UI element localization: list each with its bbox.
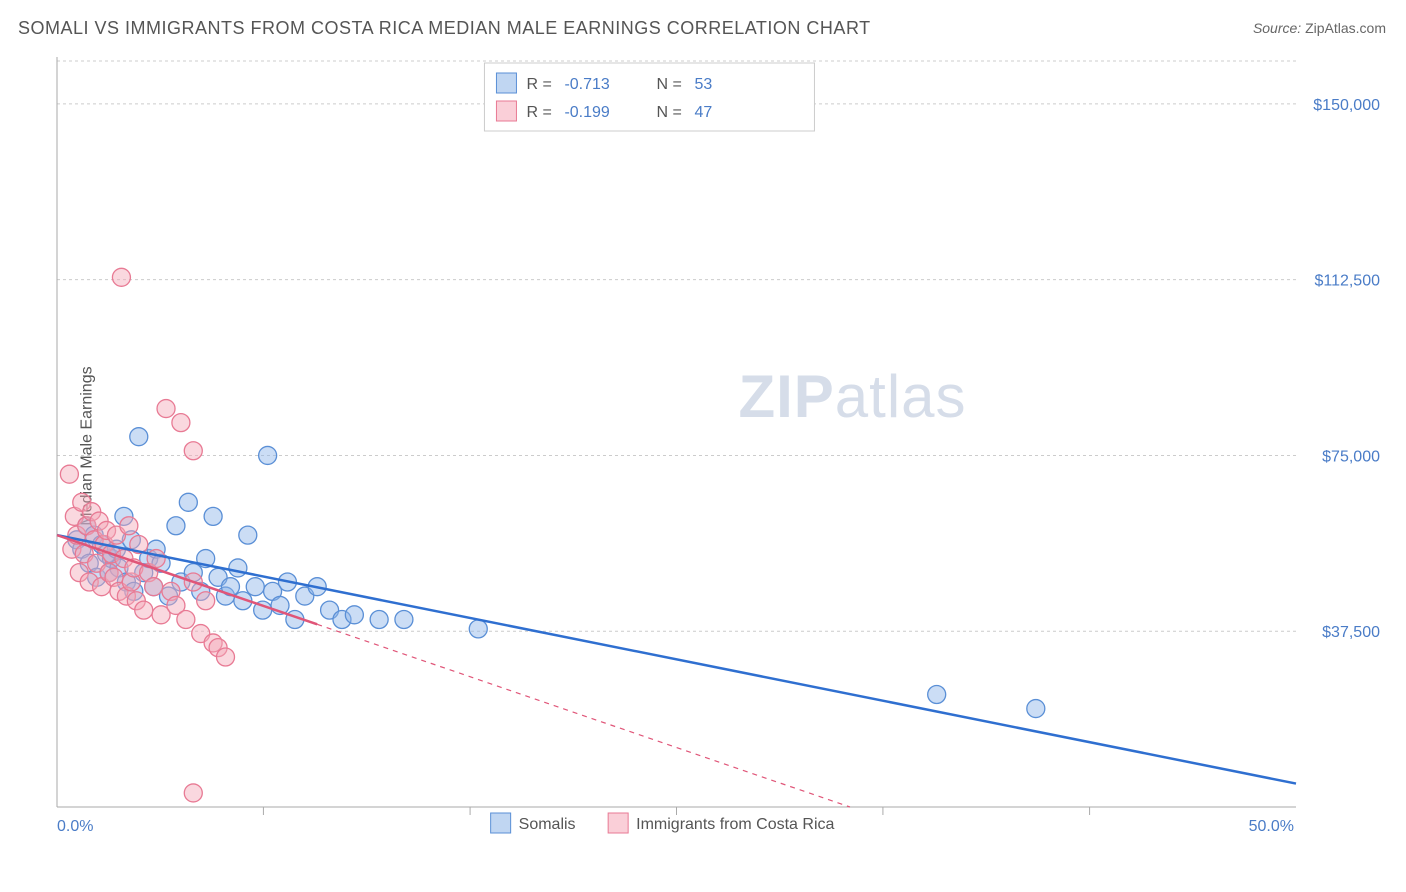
y-tick-label: $150,000	[1313, 97, 1380, 114]
data-point	[1027, 700, 1045, 718]
n-label: N =	[656, 104, 681, 121]
chart-plot-area: $37,500 $75,000 $112,500 $150,000 0.0% 50.0% Z…	[55, 55, 1386, 837]
trend-line	[57, 535, 1296, 783]
r-label: R =	[526, 76, 551, 93]
r-label: R =	[526, 104, 551, 121]
data-point	[167, 517, 185, 535]
y-tick-label: $37,500	[1322, 624, 1380, 641]
data-point	[135, 601, 153, 619]
data-point	[172, 414, 190, 432]
legend-label: Somalis	[519, 816, 576, 833]
data-point	[928, 686, 946, 704]
data-point	[184, 784, 202, 802]
data-point	[130, 428, 148, 446]
data-point	[177, 611, 195, 629]
data-point	[179, 493, 197, 511]
source-value: ZipAtlas.com	[1305, 20, 1386, 36]
r-value: -0.713	[564, 76, 609, 93]
data-point	[60, 465, 78, 483]
legend-swatch	[496, 73, 516, 93]
y-tick-label: $75,000	[1322, 448, 1380, 465]
data-point	[239, 526, 257, 544]
data-point	[157, 400, 175, 418]
data-point	[120, 517, 138, 535]
x-tick-label: 50.0%	[1249, 818, 1294, 835]
source-attribution: Source: ZipAtlas.com	[1253, 20, 1386, 36]
y-tick-label: $112,500	[1314, 273, 1380, 290]
x-tick-label: 0.0%	[57, 818, 93, 835]
series-somalis	[68, 428, 1045, 718]
data-point	[469, 620, 487, 638]
legend-swatch	[491, 813, 511, 833]
data-point	[259, 446, 277, 464]
n-label: N =	[656, 76, 681, 93]
data-point	[229, 559, 247, 577]
data-point	[370, 611, 388, 629]
legend-label: Immigrants from Costa Rica	[636, 816, 834, 833]
data-point	[395, 611, 413, 629]
n-value: 47	[694, 104, 712, 121]
legend-swatch	[496, 101, 516, 121]
data-point	[112, 268, 130, 286]
legend-swatch	[608, 813, 628, 833]
data-point	[184, 442, 202, 460]
scatter-chart-svg: $37,500 $75,000 $112,500 $150,000 0.0% 50.0% Z…	[55, 55, 1386, 837]
watermark: ZIPatlas	[738, 363, 966, 430]
r-value: -0.199	[564, 104, 609, 121]
n-value: 53	[694, 76, 712, 93]
series-immigrants-from-costa-rica	[60, 268, 234, 802]
data-point	[246, 578, 264, 596]
trend-line-dashed	[317, 624, 850, 807]
data-point	[147, 550, 165, 568]
data-point	[145, 578, 163, 596]
data-point	[204, 507, 222, 525]
chart-title: SOMALI VS IMMIGRANTS FROM COSTA RICA MED…	[18, 18, 871, 39]
data-point	[197, 592, 215, 610]
source-label: Source:	[1253, 20, 1301, 36]
data-point	[345, 606, 363, 624]
data-point	[217, 648, 235, 666]
